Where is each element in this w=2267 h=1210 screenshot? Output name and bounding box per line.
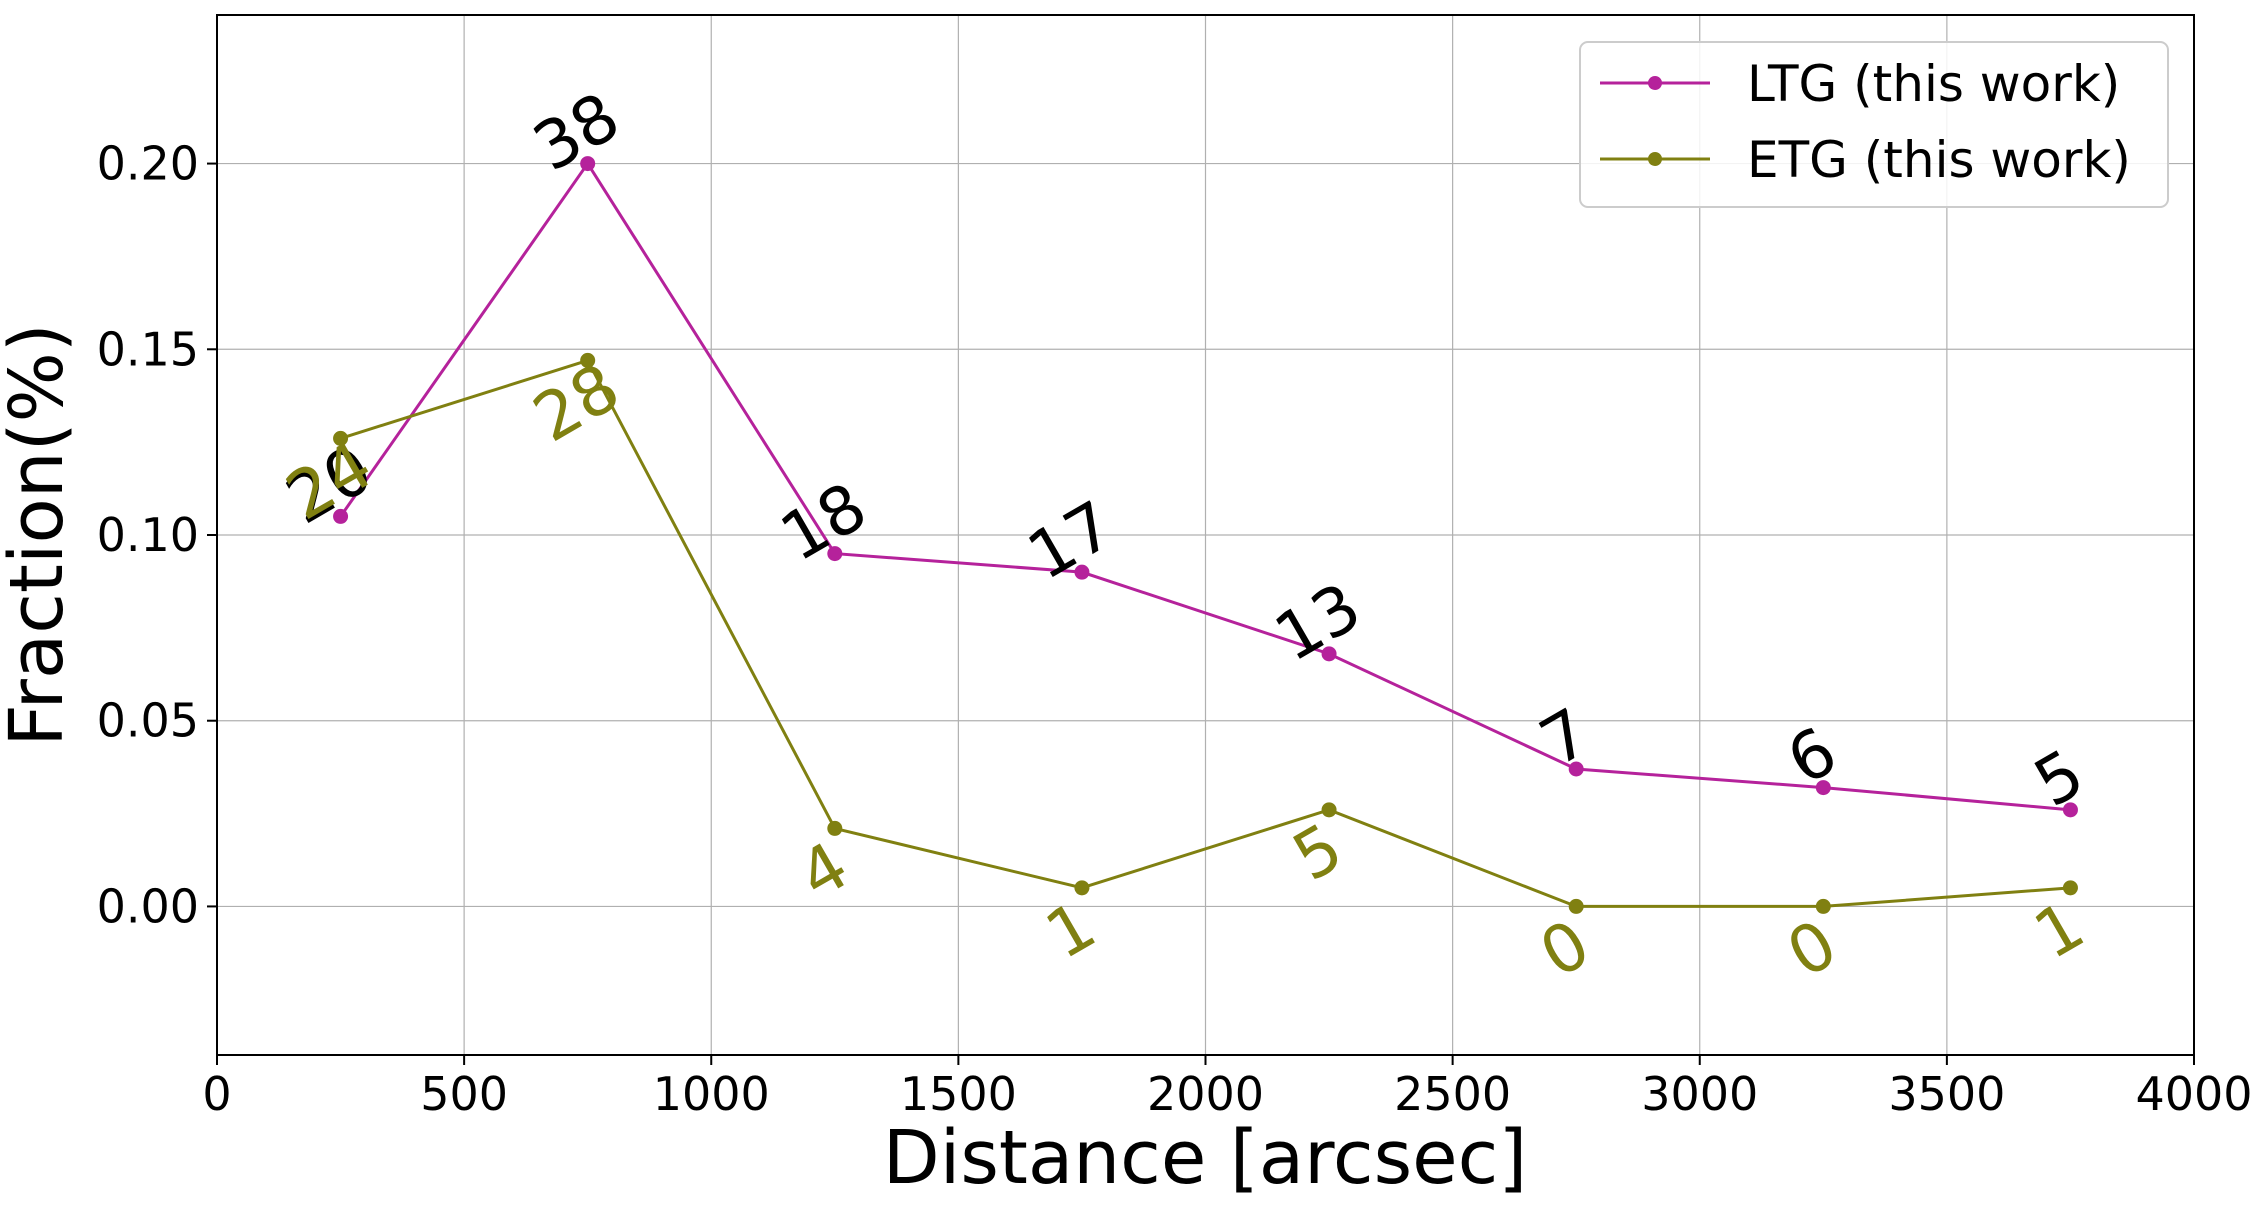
- data-point: [1321, 802, 1337, 818]
- legend-label-ltg: LTG (this work): [1747, 55, 2120, 113]
- x-tick-label: 4000: [2135, 1067, 2252, 1121]
- data-point: [1568, 898, 1584, 914]
- series-group: [333, 156, 2078, 914]
- data-point: [2062, 802, 2078, 818]
- y-axis-title: Fraction(%): [0, 323, 80, 746]
- x-tick-label: 0: [202, 1067, 231, 1121]
- x-tick-label: 1000: [653, 1067, 770, 1121]
- y-tick-label: 0.20: [97, 137, 199, 191]
- y-tick-label: 0.10: [97, 508, 199, 562]
- x-tick-label: 2000: [1147, 1067, 1264, 1121]
- y-tick-label: 0.05: [97, 694, 199, 748]
- series-line-ltg: [339, 160, 2071, 812]
- data-point: [1815, 780, 1831, 796]
- x-tick-label: 1500: [900, 1067, 1017, 1121]
- data-point: [333, 430, 349, 446]
- legend-label-etg: ETG (this work): [1747, 131, 2131, 189]
- legend-dot-etg: [1648, 152, 1662, 166]
- axes: 0 500 1000 1500 2000 2500 3000 3500 4000 0.00 0.05…: [97, 137, 2253, 1121]
- x-tick-label: 3500: [1888, 1067, 2005, 1121]
- data-point: [580, 156, 596, 172]
- y-tick-label: 0.00: [97, 879, 199, 933]
- data-point: [580, 352, 596, 368]
- x-tick-label: 2500: [1394, 1067, 1511, 1121]
- y-tick-label: 0.15: [97, 322, 199, 376]
- data-point: [2062, 880, 2078, 896]
- data-point: [1321, 646, 1337, 662]
- legend-dot-ltg: [1648, 76, 1662, 90]
- x-axis-title: Distance [arcsec]: [883, 1115, 1527, 1201]
- data-point: [1568, 761, 1584, 777]
- x-tick-label: 500: [420, 1067, 508, 1121]
- legend: LTG (this work) ETG (this work): [1579, 41, 2169, 208]
- data-point: [1815, 898, 1831, 914]
- data-point: [1074, 880, 1090, 896]
- plot-frame: [216, 14, 2195, 1056]
- legend-box: [1579, 41, 2169, 208]
- data-point: [1074, 564, 1090, 580]
- x-tick-label: 3000: [1641, 1067, 1758, 1121]
- data-point: [827, 546, 843, 562]
- data-point: [827, 820, 843, 836]
- data-point: [333, 508, 349, 524]
- series-line-etg: [340, 358, 2071, 908]
